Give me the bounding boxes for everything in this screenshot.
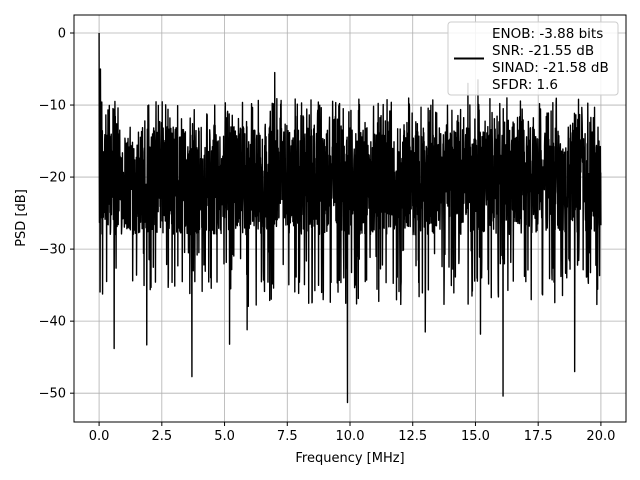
x-tick-label: 0.0 (89, 429, 110, 444)
x-tick-label: 20.0 (586, 429, 615, 444)
y-tick-label: −50 (39, 387, 66, 402)
legend-sinad: SINAD: -21.58 dB (492, 60, 609, 76)
legend-box (447, 21, 619, 96)
y-axis-label: PSD [dB] (14, 189, 29, 247)
x-axis-ticks: 0.0 2.5 5.0 7.5 10.0 12.5 15.0 17.5 20.0 (89, 422, 615, 444)
x-tick-label: 10.0 (336, 429, 365, 444)
y-tick-label: −10 (39, 99, 66, 114)
x-tick-label: 12.5 (398, 429, 427, 444)
y-tick-label: −40 (39, 315, 66, 330)
legend-sfdr: SFDR: 1.6 (492, 77, 558, 93)
y-tick-label: −30 (39, 243, 66, 258)
x-tick-label: 17.5 (524, 429, 553, 444)
y-tick-label: 0 (58, 27, 66, 42)
legend-snr: SNR: -21.55 dB (492, 43, 594, 59)
y-tick-label: −20 (39, 171, 66, 186)
x-tick-label: 2.5 (151, 429, 172, 444)
x-tick-label: 7.5 (277, 429, 298, 444)
legend: ENOB: -3.88 bits SNR: -21.55 dB SINAD: -… (447, 21, 619, 96)
x-tick-label: 5.0 (214, 429, 235, 444)
psd-series-line (98, 33, 602, 404)
legend-enob: ENOB: -3.88 bits (492, 26, 603, 42)
y-axis-ticks: 0 −10 −20 −30 −40 −50 (39, 27, 74, 402)
x-axis-label: Frequency [MHz] (295, 451, 404, 466)
x-tick-label: 15.0 (461, 429, 490, 444)
